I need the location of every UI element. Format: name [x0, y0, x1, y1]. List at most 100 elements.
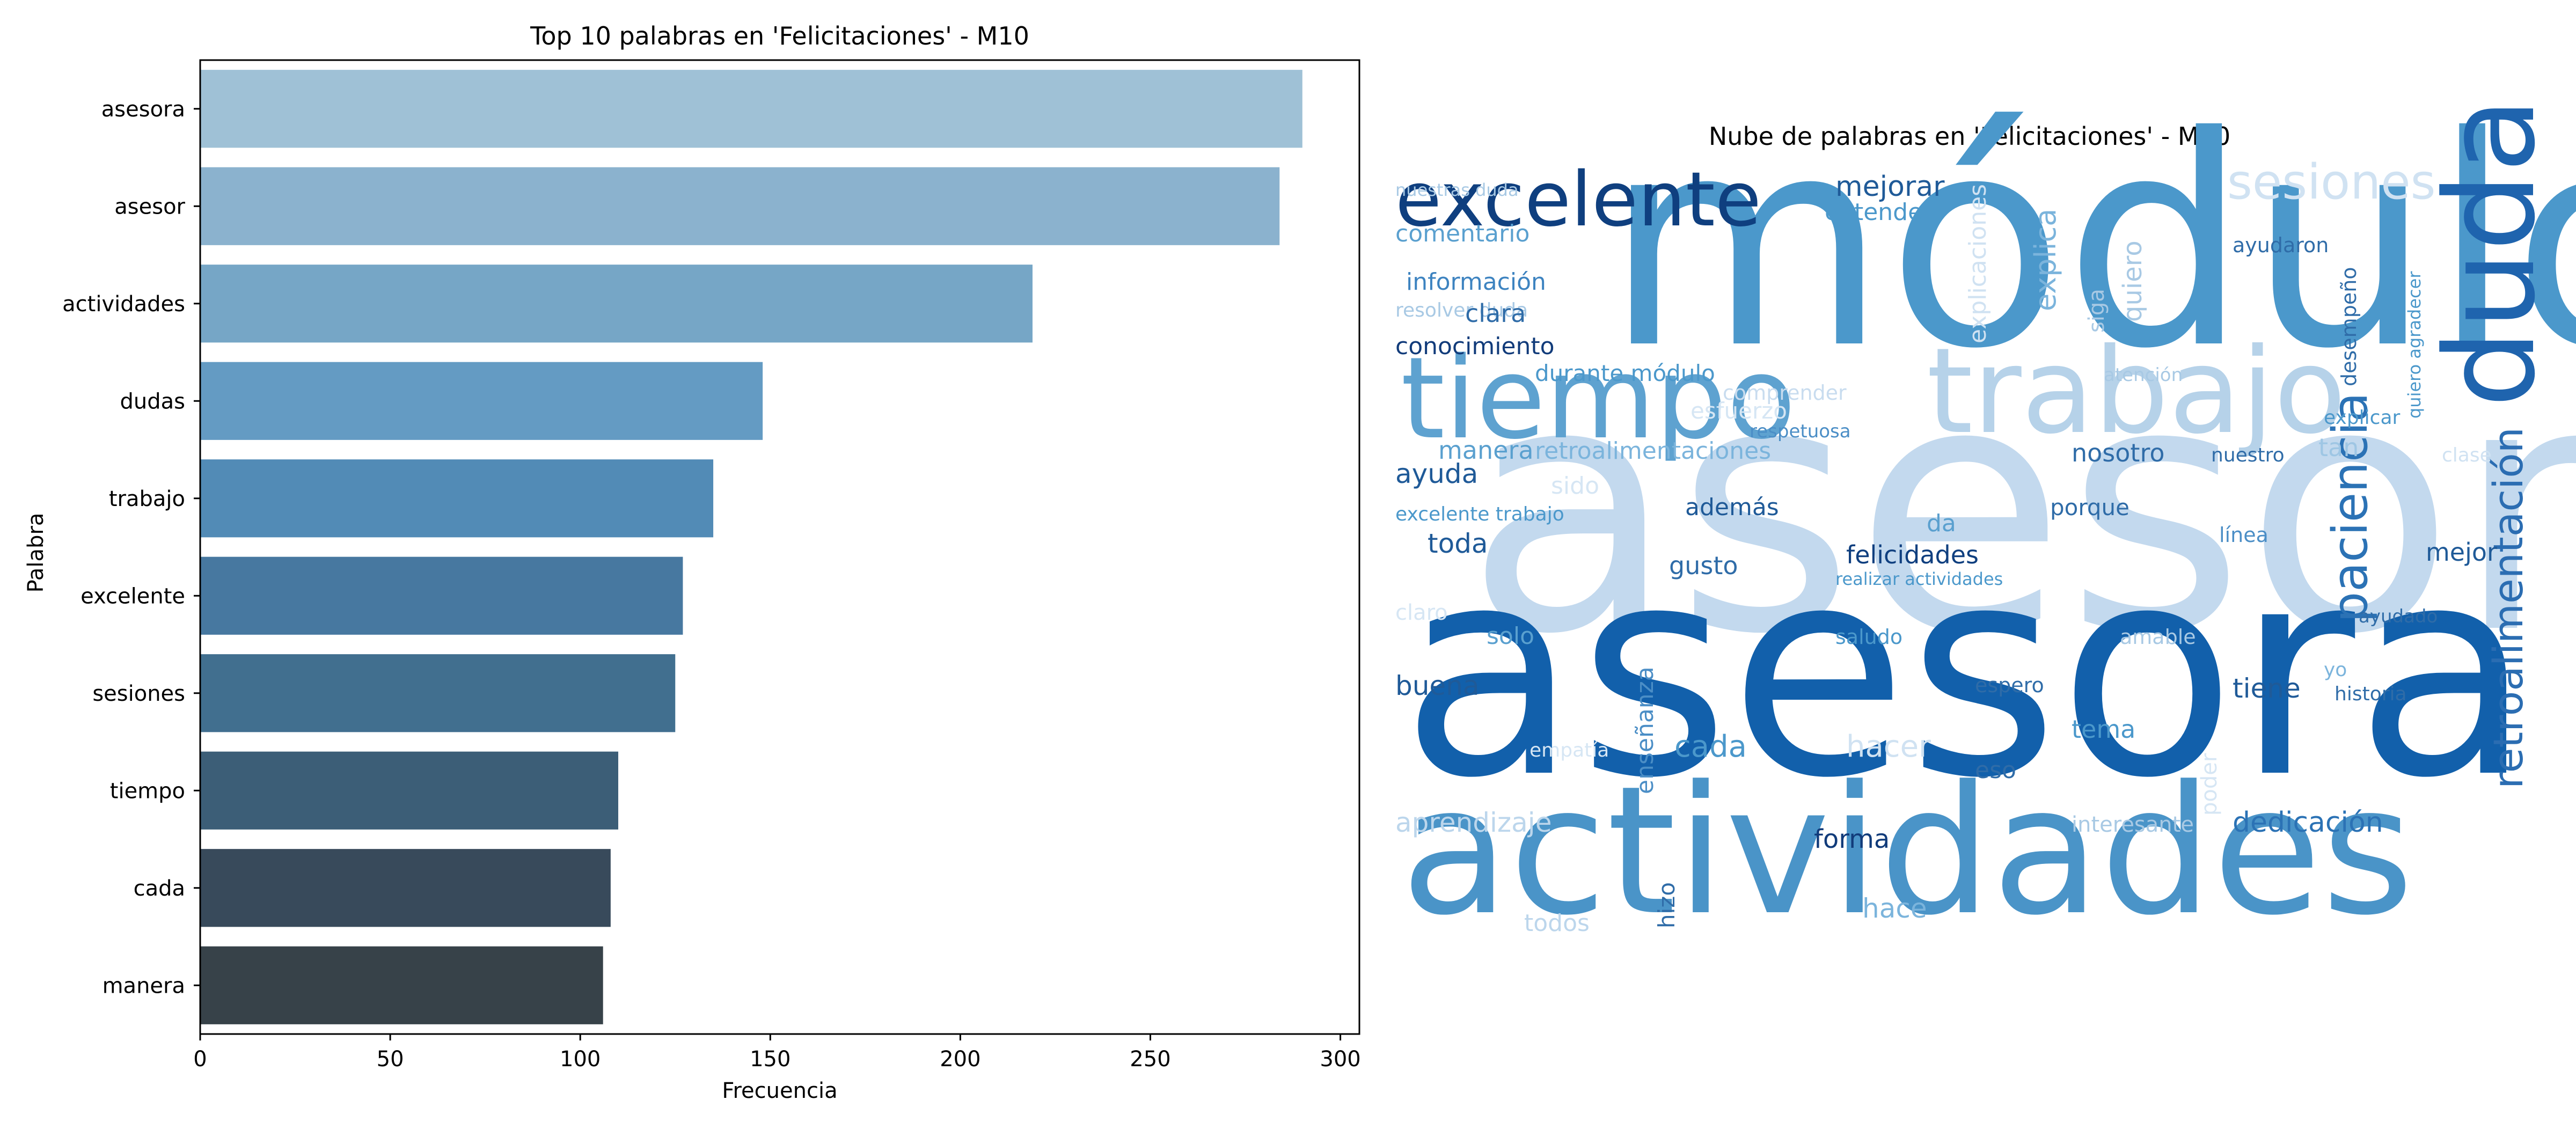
x-tick-label: 50: [377, 1047, 404, 1072]
y-tick-label: actividades: [62, 292, 185, 317]
wordcloud-word: espero: [1975, 673, 2044, 697]
wordcloud-word: dedicación: [2233, 807, 2383, 839]
bar-sesiones: [200, 654, 676, 732]
wordcloud-word: poder: [2197, 753, 2222, 816]
x-axis-label: Frecuencia: [722, 1079, 837, 1103]
wordcloud-word: quiero agradecer: [2404, 271, 2425, 419]
wordcloud-word: historia: [2334, 683, 2407, 705]
x-tick-label: 250: [1130, 1047, 1170, 1072]
y-tick-label: trabajo: [109, 487, 185, 511]
wordcloud-word: resolver duda: [1395, 299, 1528, 321]
y-axis-label: Palabra: [24, 513, 48, 593]
wordcloud-word: tiene: [2233, 673, 2301, 704]
wordcloud-word: entender: [1825, 199, 1933, 226]
wordcloud-word: información: [1406, 268, 1546, 296]
wordcloud-word: siga: [2084, 289, 2109, 333]
wordcloud-word: explica: [2029, 209, 2062, 311]
wordcloud-word: ayuda: [1395, 458, 1478, 489]
wordcloud-word: cada: [1674, 729, 1747, 764]
wordcloud-word: desempeño: [2337, 267, 2361, 386]
wordcloud-word: paciencia: [2322, 392, 2379, 622]
wordcloud-word: tiempo: [1401, 333, 1796, 464]
y-ticks-group: asesora asesor actividades dudas trabajo exce…: [62, 97, 200, 998]
wordcloud-word: gusto: [1669, 551, 1738, 580]
wordcloud-word: manera: [1438, 436, 1534, 465]
wordcloud-word: tema: [2072, 715, 2135, 744]
wordcloud-word: durante módulo: [1535, 360, 1715, 386]
wordcloud-word: línea: [2219, 523, 2268, 547]
wordcloud-word: quiero: [2118, 240, 2148, 322]
wordcloud-word: duda: [2419, 97, 2563, 408]
y-tick-label: sesiones: [92, 681, 185, 706]
wordcloud-word: empatía: [1529, 739, 1609, 761]
wordcloud-word: hizo: [1653, 882, 1680, 928]
wordcloud-word: da: [1927, 510, 1956, 537]
bar-asesora: [200, 70, 1302, 148]
y-tick-label: asesora: [101, 97, 185, 122]
wordcloud-word: retroalimentación: [2484, 427, 2532, 789]
y-tick-label: cada: [134, 876, 185, 901]
y-tick-label: manera: [103, 973, 185, 998]
wordcloud-word: sido: [1551, 472, 1599, 500]
wordcloud-word: sesiones: [2227, 154, 2436, 210]
bar-manera: [200, 946, 603, 1024]
wordcloud-word: felicidades: [1846, 540, 1979, 569]
wordcloud-word: asesor: [1465, 309, 2576, 709]
bar-trabajo: [200, 459, 714, 538]
y-tick-label: excelente: [80, 584, 185, 609]
wordcloud-word: nuestro: [2211, 444, 2285, 466]
y-tick-label: tiempo: [110, 779, 185, 803]
wordcloud-word: ayudaron: [2233, 233, 2329, 257]
x-tick-label: 0: [193, 1047, 207, 1072]
wordcloud-word: esfuerzo: [1690, 398, 1787, 424]
wordcloud-word: excelente trabajo: [1395, 503, 1564, 525]
wordcloud-word: retroalimentaciones: [1535, 437, 1771, 465]
wordcloud-word: explicar: [2324, 407, 2401, 429]
wordcloud-word: mejor: [2426, 538, 2497, 567]
wordcloud-word: tan: [2318, 433, 2359, 462]
wordcloud-word: forma: [1814, 824, 1890, 854]
bar-dudas: [200, 362, 763, 440]
wordcloud-word: clase: [2442, 444, 2492, 466]
bar-cada: [200, 849, 611, 927]
wordcloud-word: solo: [1487, 622, 1534, 650]
y-tick-label: dudas: [120, 389, 185, 414]
x-ticks-group: 0 50 100 150 200 250 300: [193, 1034, 1361, 1072]
wordcloud-panel: Nube de palabras en 'Felicitaciones' - M…: [1374, 0, 2576, 1127]
wordcloud-word: aprendizaje: [1395, 807, 1552, 838]
wordcloud-word: actividades: [1401, 748, 2414, 954]
x-tick-label: 200: [940, 1047, 980, 1072]
wordcloud-word: respetuosa: [1750, 421, 1851, 442]
x-tick-label: 100: [560, 1047, 601, 1072]
bar-chart-panel: Top 10 palabras en 'Felicitaciones' - M1…: [24, 21, 1361, 1103]
wordcloud-word: eso: [1975, 757, 2016, 784]
wordcloud-word: nosotro: [2072, 438, 2165, 467]
wordcloud-word: interesante: [2072, 812, 2194, 837]
y-tick-label: asesor: [114, 194, 185, 219]
bar-tiempo: [200, 751, 619, 830]
plot-frame: [199, 59, 1360, 1035]
wordcloud-word: buena: [1395, 670, 1480, 701]
wordcloud-word: explicaciones: [1964, 184, 1992, 343]
bar-chart: Top 10 palabras en 'Felicitaciones' - M1…: [24, 21, 1361, 1103]
bar-excelente: [200, 556, 683, 635]
wordcloud-word: realizar actividades: [1835, 569, 2003, 589]
x-tick-label: 300: [1320, 1047, 1360, 1072]
wordcloud-word: nuestras duda: [1395, 180, 1519, 200]
bar-actividades: [200, 265, 1033, 343]
wordcloud-word: claro: [1395, 600, 1448, 625]
wordcloud: Nube de palabras en 'Felicitaciones' - M…: [1395, 75, 2576, 954]
wordcloud-word: además: [1685, 494, 1779, 521]
wordcloud-word: clara: [1465, 299, 1526, 328]
wordcloud-word: enseñanza: [1631, 666, 1659, 794]
wordcloud-word: trabajo: [1927, 322, 2346, 460]
wordcloud-word: conocimiento: [1395, 333, 1555, 360]
wordcloud-word: mejorar: [1835, 171, 1945, 203]
bars-group: [200, 70, 1302, 1024]
wordcloud-word: amable: [2120, 625, 2196, 649]
wordcloud-word: yo: [2324, 659, 2347, 681]
wordcloud-word: excelente: [1395, 156, 1761, 244]
wordcloud-word: hace: [1862, 893, 1927, 924]
wordcloud-word: porque: [2050, 494, 2129, 520]
